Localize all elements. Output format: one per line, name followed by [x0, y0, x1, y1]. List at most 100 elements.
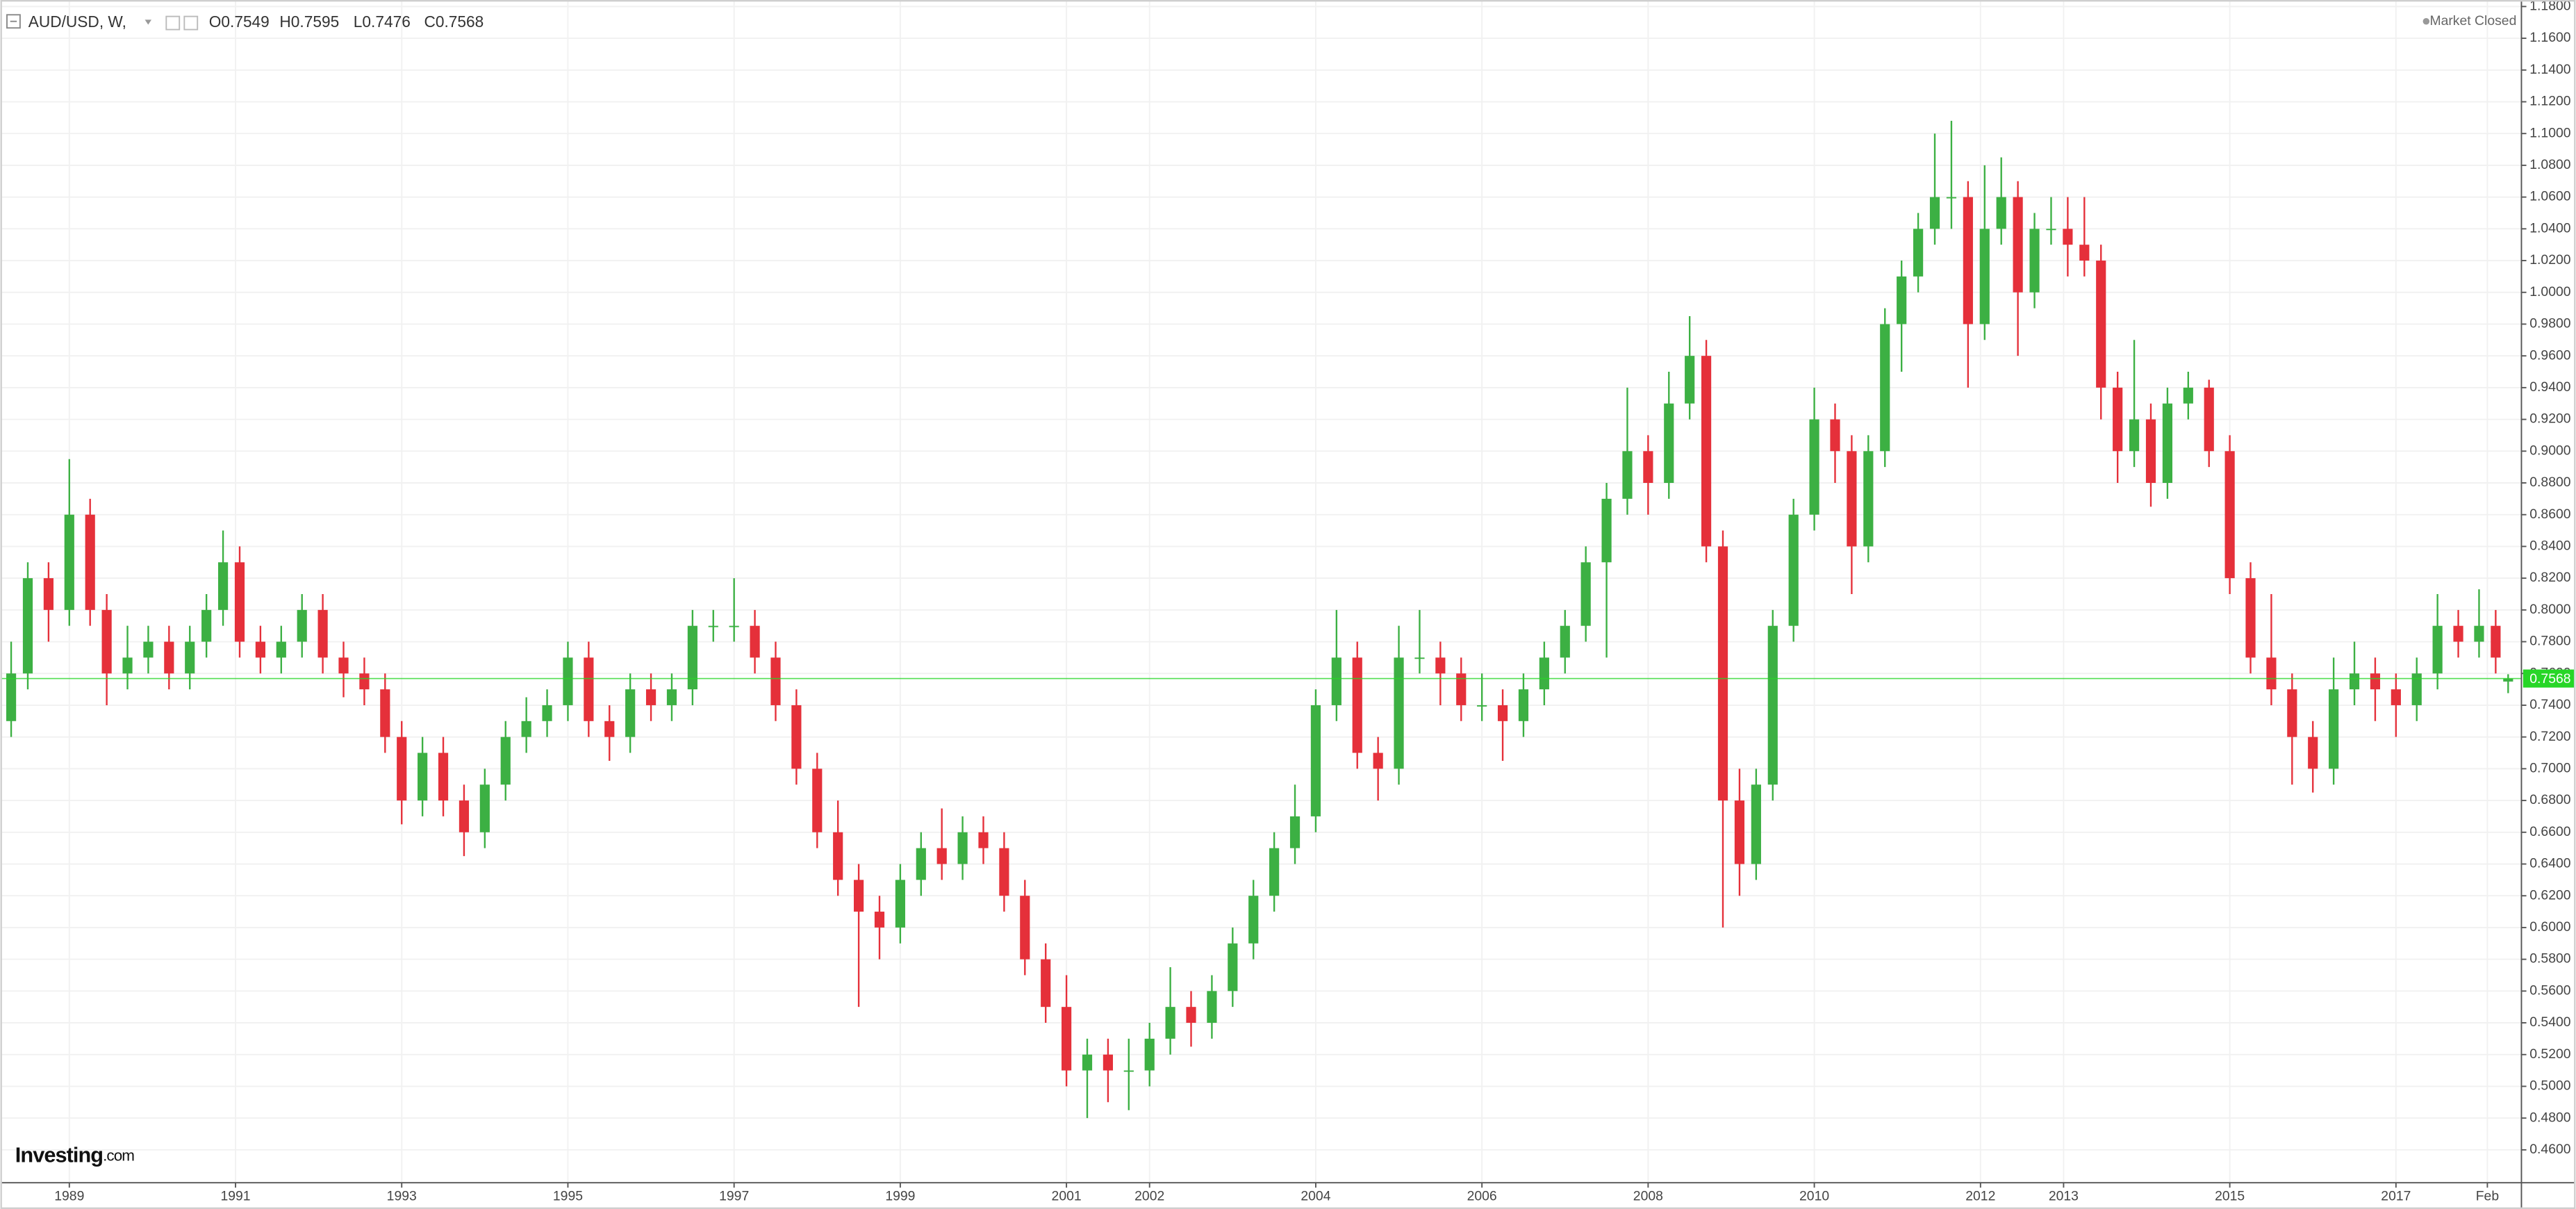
candle-body	[1701, 356, 1712, 547]
candle-body	[895, 880, 905, 928]
y-tick-label: 0.6600	[2529, 824, 2570, 839]
candle-body	[2453, 625, 2463, 642]
y-tick-label: 0.9600	[2529, 347, 2570, 363]
y-tick-label: 1.1200	[2529, 94, 2570, 109]
last-price-label: 0.7568	[2529, 671, 2570, 686]
candle-body	[143, 641, 154, 658]
candle-body	[1643, 451, 1653, 483]
candle-body	[359, 673, 370, 690]
y-tick-label: 0.9200	[2529, 411, 2570, 427]
candle-body	[1809, 419, 1819, 515]
candle-body	[101, 609, 112, 674]
y-tick-label: 0.6400	[2529, 856, 2570, 871]
x-tick-label: 2006	[1467, 1188, 1497, 1203]
y-tick-label: 0.5800	[2529, 951, 2570, 967]
x-tick-label: 2017	[2381, 1188, 2411, 1203]
candle-body	[1717, 546, 1728, 801]
y-tick-label: 0.6200	[2529, 887, 2570, 903]
candle-body	[1767, 625, 1778, 785]
candle-body	[276, 641, 286, 658]
candle-body	[338, 657, 349, 674]
candle-body	[2308, 737, 2318, 769]
x-tick-label: 2012	[1965, 1188, 1995, 1203]
y-tick-label: 0.7400	[2529, 697, 2570, 712]
candle-body	[1082, 1054, 1093, 1071]
candle-body	[1414, 657, 1425, 659]
candle-body	[2503, 678, 2513, 682]
candle-body	[645, 689, 657, 705]
candle-body	[1331, 657, 1341, 705]
candle-body	[874, 912, 885, 928]
y-tick-label: 1.0000	[2529, 284, 2570, 299]
x-tick-label: 2001	[1052, 1188, 1082, 1203]
candle-body	[380, 689, 390, 737]
y-tick-label: 0.6000	[2529, 919, 2570, 935]
candle-body	[2046, 229, 2056, 231]
candle-body	[479, 784, 490, 832]
y-tick-label: 1.0200	[2529, 252, 2570, 268]
settings-button[interactable]	[165, 15, 181, 31]
y-tick-label: 0.6800	[2529, 792, 2570, 807]
candle-body	[438, 752, 449, 801]
status-dot	[2422, 18, 2430, 25]
candle-body	[2224, 451, 2235, 579]
candle-body	[666, 689, 677, 705]
y-tick-label: 0.8600	[2529, 507, 2570, 522]
candle-body	[2079, 245, 2090, 261]
candle-body	[1289, 816, 1301, 848]
candle-body	[1830, 419, 1840, 452]
logo-suffix: .com	[103, 1146, 134, 1164]
candle-body	[1979, 229, 1990, 324]
candle-body	[1394, 657, 1404, 769]
x-tick-label: 2004	[1301, 1188, 1330, 1203]
market-status: Market Closed	[2429, 13, 2516, 28]
collapse-button[interactable]	[6, 14, 21, 29]
candle-body	[957, 832, 968, 864]
candle-body	[1734, 800, 1745, 864]
candle-body	[1144, 1038, 1155, 1071]
dropdown-arrow[interactable]	[145, 19, 152, 25]
candle-body	[1622, 451, 1633, 499]
y-tick-label: 0.8800	[2529, 475, 2570, 490]
y-tick-label: 1.1400	[2529, 62, 2570, 77]
candle-body	[6, 673, 17, 721]
candle-body	[2329, 689, 2339, 769]
candle-body	[1664, 403, 1674, 483]
candle-body	[916, 848, 926, 880]
candle-body	[2474, 625, 2484, 642]
candle-body	[978, 832, 989, 848]
candle-body	[604, 721, 615, 737]
x-tick-label: 1995	[553, 1188, 583, 1203]
candle-body	[1456, 673, 1467, 705]
candle-body	[217, 562, 229, 610]
candle-body	[2266, 657, 2277, 690]
candle-body	[43, 578, 53, 610]
close-value: C0.7568	[424, 13, 484, 31]
candle-body	[563, 657, 573, 705]
y-tick-label: 0.7000	[2529, 760, 2570, 775]
grid	[0, 0, 2522, 1183]
x-tick-label: 1997	[719, 1188, 749, 1203]
candle-body	[1041, 959, 1051, 1008]
y-tick-label: 0.5000	[2529, 1078, 2570, 1094]
y-tick-label: 0.8400	[2529, 538, 2570, 554]
candle-body	[164, 641, 174, 674]
candle-body	[625, 689, 636, 737]
logo: Investing.com	[15, 1142, 134, 1167]
x-tick-label: 2013	[2049, 1188, 2079, 1203]
close-button[interactable]	[183, 15, 199, 31]
candle-body	[1539, 657, 1549, 690]
candle-body	[64, 514, 74, 610]
candle-body	[1020, 896, 1030, 960]
x-tick-label: 1989	[54, 1188, 84, 1203]
x-tick-label: 2010	[1799, 1188, 1829, 1203]
y-tick-label: 0.9800	[2529, 316, 2570, 331]
candle-body	[1963, 197, 1973, 324]
symbol[interactable]: AUD/USD, W,	[28, 13, 126, 31]
candle-body	[418, 752, 428, 801]
candle-body	[1996, 197, 2006, 229]
candle-body	[500, 737, 511, 785]
